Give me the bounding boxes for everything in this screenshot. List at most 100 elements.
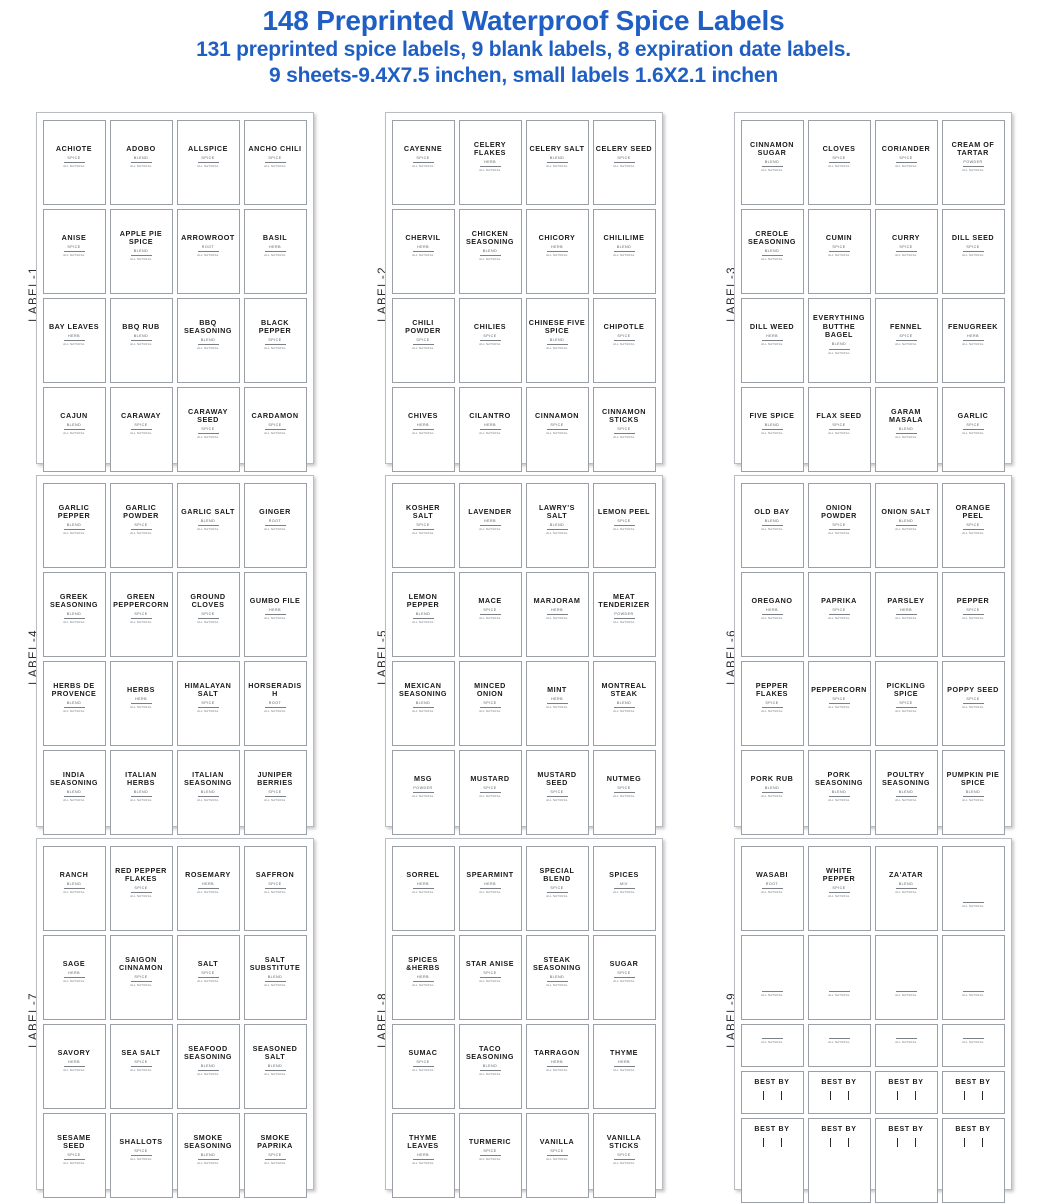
spice-category: SPICE <box>832 607 846 612</box>
spice-name: BAY LEAVES <box>48 321 100 331</box>
spice-name: NUTMEG <box>606 773 642 783</box>
all-natural-text: ALL NATURAL <box>264 528 286 532</box>
spice-name: STAR ANISE <box>465 958 515 968</box>
divider-rule <box>895 1037 917 1039</box>
divider-rule <box>828 348 850 350</box>
spice-name: CELERY SALT <box>529 143 585 153</box>
divider-rule <box>264 707 286 709</box>
divider-rule <box>264 981 286 983</box>
spice-label: CILANTRO HERB ALL NATURAL <box>458 387 522 472</box>
divider-rule <box>412 429 434 431</box>
spice-name: CINNAMON <box>535 410 579 420</box>
spice-name: EVERYTHING BUTTHE BAGEL <box>813 313 865 340</box>
label-sheet-paper: KOSHER SALT SPICE ALL NATURAL LAVENDER HERB A… <box>384 475 663 835</box>
label-sheet-paper: CAYENNE SPICE ALL NATURAL CELERY FLAKES HERB… <box>384 112 663 472</box>
spice-name: CELERY FLAKES <box>473 139 507 158</box>
divider-rule <box>546 251 568 253</box>
divider-rule <box>412 981 434 983</box>
blank-label: ALL NATURAL <box>941 935 1005 1020</box>
spice-label: INDIA SEASONING BLEND ALL NATURAL <box>42 750 106 835</box>
spice-category: SPICE <box>483 1148 497 1153</box>
spice-name: BBQ RUB <box>122 321 160 331</box>
spice-label: FENUGREEK HERB ALL NATURAL <box>941 298 1005 383</box>
spice-name: PEPPERCORN <box>811 684 867 694</box>
all-natural-text: ALL NATURAL <box>546 984 568 988</box>
all-natural-text: ALL NATURAL <box>412 432 434 436</box>
spice-name: SEA SALT <box>121 1047 161 1057</box>
spice-name: STEAK SEASONING <box>532 954 582 973</box>
spice-category: BLEND <box>267 1064 283 1069</box>
spice-label: MUSTARD SPICE ALL NATURAL <box>458 750 522 835</box>
spice-label: SPICES &HERBS HERB ALL NATURAL <box>391 935 455 1020</box>
all-natural-text: ALL NATURAL <box>197 621 219 625</box>
spice-name: THYME <box>610 1047 638 1057</box>
spice-name: BLACK PEPPER <box>258 317 292 336</box>
spice-category: SPICE <box>483 333 497 338</box>
divider-rule <box>63 888 85 890</box>
spice-label: FLAX SEED SPICE ALL NATURAL <box>807 387 871 472</box>
divider-rule <box>962 251 984 253</box>
spice-category: SPICE <box>134 1148 148 1153</box>
all-natural-text: ALL NATURAL <box>828 432 850 436</box>
spice-name: ADOBO <box>126 143 156 153</box>
all-natural-text: ALL NATURAL <box>962 994 984 997</box>
spice-name: MONTREAL STEAK <box>601 680 647 699</box>
spice-category: BLEND <box>616 701 632 706</box>
spice-label: OREGANO HERB ALL NATURAL <box>740 572 804 657</box>
spice-label: OLD BAY BLEND ALL NATURAL <box>740 483 804 568</box>
spice-label: LAVENDER HERB ALL NATURAL <box>458 483 522 568</box>
label-grid: OLD BAY BLEND ALL NATURAL ONION POWDER SPICE… <box>740 483 1005 835</box>
best-by-date-marks <box>947 1138 1000 1147</box>
spice-name: GREEN PEPPERCORN <box>113 591 169 610</box>
spice-name: SAGE <box>62 958 86 968</box>
divider-rule <box>828 703 850 705</box>
spice-category: BLEND <box>200 518 216 523</box>
spice-name: SMOKE SEASONING <box>183 1132 233 1151</box>
divider-rule <box>962 990 984 992</box>
spice-label: ARROWROOT ROOT ALL NATURAL <box>176 209 240 294</box>
divider-rule <box>895 340 917 342</box>
spice-category: HERB <box>551 696 563 701</box>
divider-rule <box>197 525 219 527</box>
best-by-label: BEST BY <box>807 1118 871 1203</box>
divider-rule <box>130 703 152 705</box>
divider-rule <box>130 796 152 798</box>
spice-category: POWDER <box>614 612 634 617</box>
spice-label: PORK RUB BLEND ALL NATURAL <box>740 750 804 835</box>
spice-label: ZA'ATAR BLEND ALL NATURAL <box>874 846 938 931</box>
spice-label: BLACK PEPPER SPICE ALL NATURAL <box>243 298 307 383</box>
divider-rule <box>63 251 85 253</box>
spice-category: SPICE <box>416 155 430 160</box>
all-natural-text: ALL NATURAL <box>63 621 85 625</box>
all-natural-text: ALL NATURAL <box>412 795 434 799</box>
label-grid: ACHIOTE SPICE ALL NATURAL ADOBO BLEND ALL NAT… <box>42 120 307 472</box>
all-natural-text: ALL NATURAL <box>264 347 286 351</box>
spice-name: SUMAC <box>408 1047 438 1057</box>
spice-label: MINT HERB ALL NATURAL <box>525 661 589 746</box>
spice-category: SPICE <box>966 422 980 427</box>
spice-label: CURRY SPICE ALL NATURAL <box>874 209 938 294</box>
divider-rule <box>613 251 635 253</box>
spice-category: SPICE <box>832 523 846 528</box>
header-subtitle-counts: 131 preprinted spice labels, 9 blank lab… <box>196 38 851 62</box>
all-natural-text: ALL NATURAL <box>613 1162 635 1166</box>
spice-label: HERBS HERB ALL NATURAL <box>109 661 173 746</box>
spice-category: BLEND <box>764 249 780 254</box>
spice-category: BLEND <box>965 790 981 795</box>
divider-rule <box>546 1066 568 1068</box>
spice-label: SORREL HERB ALL NATURAL <box>391 846 455 931</box>
spice-label: PUMPKIN PIE SPICE BLEND ALL NATURAL <box>941 750 1005 835</box>
divider-rule <box>962 703 984 705</box>
divider-rule <box>761 340 783 342</box>
best-by-title: BEST BY <box>821 1079 857 1086</box>
spice-label: SESAME SEED SPICE ALL NATURAL <box>42 1113 106 1198</box>
all-natural-text: ALL NATURAL <box>613 165 635 169</box>
spice-label: SMOKE PAPRIKA SPICE ALL NATURAL <box>243 1113 307 1198</box>
spice-label: CHICKEN SEASONING BLEND ALL NATURAL <box>458 209 522 294</box>
spice-name: BBQ SEASONING <box>183 317 233 336</box>
divider-rule <box>412 1066 434 1068</box>
spice-label: ONION POWDER SPICE ALL NATURAL <box>807 483 871 568</box>
all-natural-text: ALL NATURAL <box>895 254 917 258</box>
spice-label: WHITE PEPPER SPICE ALL NATURAL <box>807 846 871 931</box>
divider-rule <box>130 1155 152 1157</box>
